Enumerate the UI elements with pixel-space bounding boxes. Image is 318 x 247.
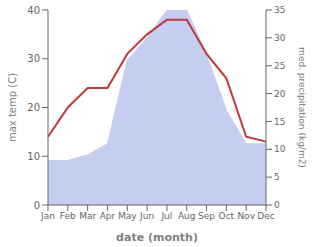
svg-text:25: 25 (274, 61, 285, 71)
svg-text:15: 15 (274, 117, 285, 127)
svg-text:Jul: Jul (160, 211, 172, 221)
svg-text:20: 20 (27, 102, 40, 113)
svg-text:10: 10 (27, 151, 40, 162)
svg-text:max temp (C): max temp (C) (8, 73, 18, 142)
svg-text:30: 30 (274, 33, 286, 43)
svg-text:med. precipitation (kg/m2): med. precipitation (kg/m2) (297, 47, 307, 168)
svg-text:0: 0 (34, 200, 40, 211)
svg-text:Dec: Dec (257, 211, 274, 221)
svg-text:Aug: Aug (178, 211, 196, 221)
svg-text:May: May (118, 211, 137, 221)
svg-text:Nov: Nov (237, 211, 255, 221)
svg-text:0: 0 (274, 200, 280, 210)
svg-text:Oct: Oct (219, 211, 235, 221)
svg-text:Sep: Sep (198, 211, 215, 221)
svg-text:Mar: Mar (79, 211, 96, 221)
svg-text:date (month): date (month) (116, 231, 198, 244)
svg-text:10: 10 (274, 144, 286, 154)
svg-text:30: 30 (27, 53, 40, 64)
svg-text:5: 5 (274, 172, 280, 182)
svg-text:Jun: Jun (139, 211, 154, 221)
svg-text:35: 35 (274, 5, 285, 15)
svg-text:Apr: Apr (100, 211, 116, 221)
svg-text:Feb: Feb (60, 211, 76, 221)
svg-text:20: 20 (274, 89, 286, 99)
svg-text:40: 40 (27, 5, 40, 16)
svg-text:Jan: Jan (40, 211, 55, 221)
